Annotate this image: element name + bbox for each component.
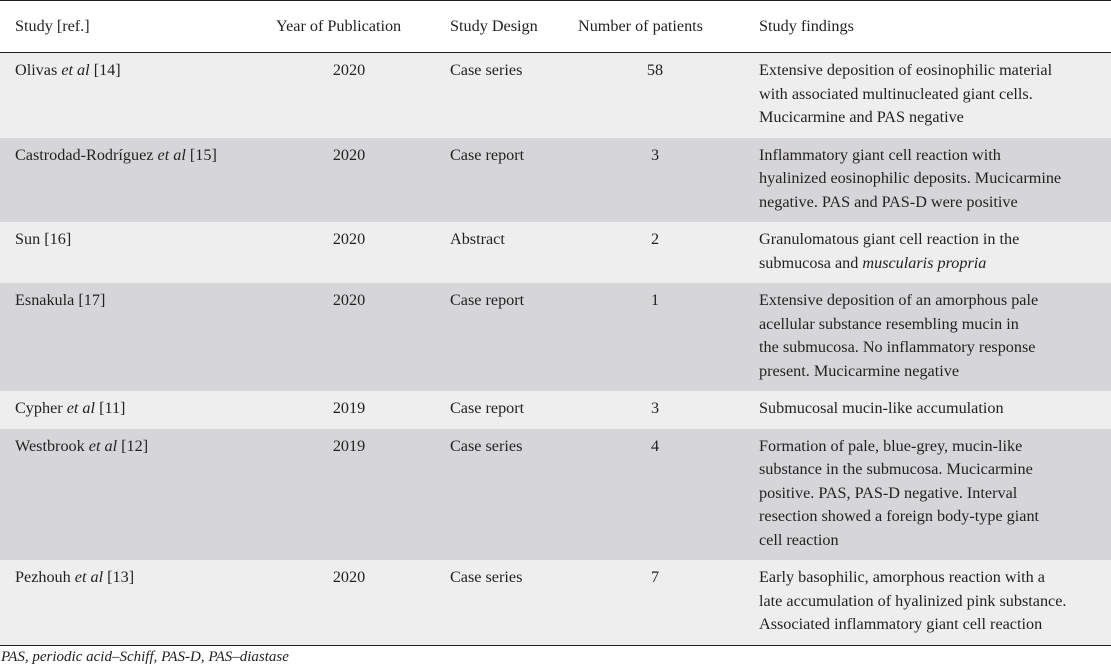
study-ref: [15]	[189, 145, 217, 164]
cell-study: Olivas et al [14]	[0, 52, 258, 138]
study-ref: [17]	[78, 291, 106, 309]
table-header: Study [ref.] Year of Publication Study D…	[0, 0, 1111, 53]
findings-line: Extensive deposition of an amorphous pal…	[759, 291, 1039, 309]
table-row: Castrodad-Rodríguez et al [15] 2020 Case…	[0, 137, 1111, 222]
cell-design: Case series	[440, 52, 568, 138]
cell-study: Westbrook et al [12]	[0, 428, 258, 560]
cell-findings: Inflammatory giant cell reaction with hy…	[742, 137, 1111, 222]
findings-line: Submucosal mucin-like accumulation	[759, 399, 1004, 417]
cell-findings: Extensive deposition of eosinophilic mat…	[742, 52, 1111, 138]
findings-line: substance in the submucosa. Mucicarmine	[759, 460, 1033, 478]
cell-study: Esnakula [17]	[0, 283, 258, 391]
table-row: Westbrook et al [12] 2019 Case series 4 …	[0, 428, 1111, 560]
cell-year: 2020	[258, 222, 440, 283]
cell-year: 2019	[258, 428, 440, 560]
cell-findings: Early basophilic, amorphous reaction wit…	[742, 560, 1111, 646]
cell-findings: Granulomatous giant cell reaction in the…	[742, 222, 1111, 283]
findings-line: Early basophilic, amorphous reaction wit…	[759, 568, 1045, 586]
table-row: Pezhouh et al [13] 2020 Case series 7 Ea…	[0, 560, 1111, 646]
findings-line: Extensive deposition of eosinophilic mat…	[759, 61, 1053, 79]
table-row: Cypher et al [11] 2019 Case report 3 Sub…	[0, 391, 1111, 429]
cell-findings: Extensive deposition of an amorphous pal…	[742, 283, 1111, 391]
findings-line: acellular substance resembling mucin in	[759, 314, 1019, 333]
findings-line: Granulomatous giant cell reaction in the	[759, 230, 1020, 248]
table-footnote: PAS, periodic acid–Schiff, PAS-D, PAS–di…	[1, 648, 289, 665]
cell-study: Castrodad-Rodríguez et al [15]	[0, 137, 258, 222]
cell-year: 2020	[258, 52, 440, 138]
findings-line: submucosa and	[759, 253, 863, 272]
study-name: Castrodad-Rodríguez	[15, 145, 154, 164]
findings-line: resection showed a foreign body-type gia…	[759, 507, 1040, 525]
findings-line: Mucicarmine and PAS negative	[759, 108, 964, 126]
table-row: Sun [16] 2020 Abstract 2 Granulomatous g…	[0, 222, 1111, 283]
cell-year: 2020	[258, 560, 440, 646]
findings-line: the submucosa. No inflammatory response	[759, 338, 1036, 356]
findings-line: hyalinized eosinophilic deposits. Mucica…	[759, 169, 1062, 187]
cell-year: 2020	[258, 283, 440, 391]
header-study: Study [ref.]	[0, 0, 258, 53]
study-ref: [13]	[107, 568, 135, 586]
study-etal: et al	[66, 399, 96, 417]
cell-patients: 2	[568, 222, 742, 283]
cell-study: Cypher et al [11]	[0, 391, 258, 429]
cell-design: Case report	[440, 391, 568, 429]
header-patients: Number of patients	[568, 0, 742, 53]
table-row: Esnakula [17] 2020 Case report 1 Extensi…	[0, 283, 1111, 391]
header-row: Study [ref.] Year of Publication Study D…	[0, 0, 1111, 53]
cell-patients: 4	[568, 428, 742, 560]
cell-design: Case series	[440, 428, 568, 560]
findings-line: negative. PAS and PAS-D were positive	[759, 192, 1018, 211]
cell-design: Case series	[440, 560, 568, 646]
header-design: Study Design	[440, 0, 568, 53]
study-etal: et al	[61, 61, 90, 79]
study-etal: et al	[88, 436, 118, 455]
study-name: Esnakula	[15, 291, 75, 309]
cell-study: Pezhouh et al [13]	[0, 560, 258, 646]
study-name: Pezhouh	[15, 568, 71, 586]
findings-line: positive. PAS, PAS-D negative. Interval	[759, 483, 1018, 502]
cell-patients: 3	[568, 137, 742, 222]
findings-line: present. Mucicarmine negative	[759, 361, 960, 380]
cell-patients: 1	[568, 283, 742, 391]
cell-patients: 3	[568, 391, 742, 429]
findings-line: Formation of pale, blue-grey, mucin-like	[759, 436, 1023, 455]
cell-design: Case report	[440, 283, 568, 391]
header-year: Year of Publication	[258, 0, 440, 53]
study-ref: [12]	[121, 436, 149, 455]
header-findings: Study findings	[742, 0, 1111, 53]
study-ref: [14]	[93, 61, 121, 79]
cell-patients: 58	[568, 52, 742, 138]
findings-line: with associated multinucleated giant cel…	[759, 84, 1033, 103]
findings-line: Inflammatory giant cell reaction with	[759, 145, 1001, 164]
study-etal: et al	[74, 568, 104, 586]
cell-year: 2020	[258, 137, 440, 222]
cell-findings: Submucosal mucin-like accumulation	[742, 391, 1111, 429]
study-name: Westbrook	[15, 436, 85, 455]
cell-patients: 7	[568, 560, 742, 646]
cell-design: Case report	[440, 137, 568, 222]
cell-design: Abstract	[440, 222, 568, 283]
findings-italic-term: muscularis propria	[862, 253, 987, 272]
study-ref: [11]	[99, 399, 126, 417]
cell-year: 2019	[258, 391, 440, 429]
cell-study: Sun [16]	[0, 222, 258, 283]
cell-findings: Formation of pale, blue-grey, mucin-like…	[742, 428, 1111, 560]
study-name: Olivas	[15, 61, 58, 79]
findings-line: cell reaction	[759, 530, 839, 549]
table-body: Olivas et al [14] 2020 Case series 58 Ex…	[0, 52, 1111, 646]
study-ref: [16]	[44, 230, 72, 248]
studies-table: Study [ref.] Year of Publication Study D…	[0, 0, 1111, 646]
table-row: Olivas et al [14] 2020 Case series 58 Ex…	[0, 52, 1111, 138]
findings-line: Associated inflammatory giant cell react…	[759, 615, 1043, 633]
findings-line: late accumulation of hyalinized pink sub…	[759, 591, 1067, 610]
study-name: Sun	[15, 230, 41, 248]
study-etal: et al	[157, 145, 186, 164]
study-name: Cypher	[15, 399, 63, 417]
